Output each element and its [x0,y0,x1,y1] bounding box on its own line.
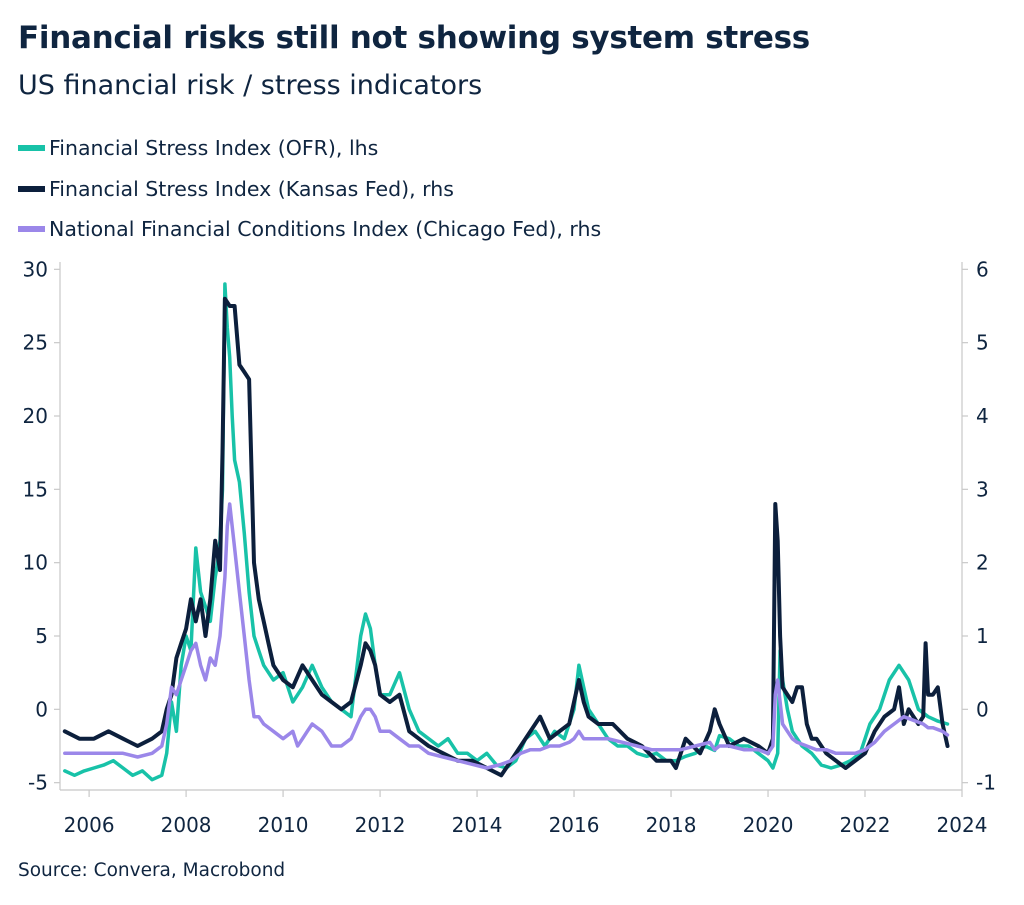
legend: Financial Stress Index (OFR), lhs Financ… [18,128,601,250]
source-note: Source: Convera, Macrobond [18,860,286,881]
chart-subtitle: US financial risk / stress indicators [18,70,483,101]
legend-item-ofr: Financial Stress Index (OFR), lhs [18,128,601,169]
series-line-kansas [62,296,950,778]
y-tick-label-left: 0 [35,697,48,721]
legend-swatch-ofr [18,145,45,152]
legend-item-kansas: Financial Stress Index (Kansas Fed), rhs [18,169,601,210]
x-tick-label: 2022 [840,813,891,837]
y-tick-label-left: 30 [23,257,48,281]
x-tick-label: 2008 [161,813,212,837]
legend-swatch-kansas [18,185,45,192]
y-tick-label-left: 20 [23,404,48,428]
legend-swatch-chicago [18,226,45,233]
y-tick-label-left: 15 [23,477,48,501]
legend-item-chicago: National Financial Conditions Index (Chi… [18,209,601,250]
legend-label-ofr: Financial Stress Index (OFR), lhs [49,136,379,161]
y-tick-label-left: 10 [23,551,48,575]
x-tick-label: 2016 [549,813,600,837]
y-tick-label-right: -1 [976,771,996,795]
legend-label-kansas: Financial Stress Index (Kansas Fed), rhs [49,176,454,201]
chart-title: Financial risks still not showing system… [18,20,810,56]
y-tick-label-right: 4 [976,404,989,428]
axes: -5 0 5 10 15 20 25 30 -1 0 1 2 3 4 5 6 2006 2008 2010 2012 2… [23,257,996,837]
x-tick-label: 2018 [646,813,697,837]
y-tick-label-right: 2 [976,551,989,575]
x-tick-label: 2006 [64,813,115,837]
y-tick-label-right: 5 [976,331,989,355]
legend-label-chicago: National Financial Conditions Index (Chi… [49,217,602,242]
y-tick-label-right: 3 [976,477,989,501]
y-tick-label-left: 25 [23,331,48,355]
y-tick-label-left: -5 [28,771,48,795]
x-tick-label: 2014 [452,813,503,837]
series-line-ofr [63,282,950,782]
plot-lines [62,282,950,782]
x-tick-label: 2010 [258,813,309,837]
y-tick-label-right: 0 [976,697,989,721]
y-tick-label-right: 1 [976,624,989,648]
y-tick-label-left: 5 [35,624,48,648]
x-tick-label: 2012 [355,813,406,837]
series-line-chicago [63,502,950,770]
y-tick-label-right: 6 [976,257,989,281]
x-tick-label: 2020 [743,813,794,837]
x-tick-label: 2024 [937,813,988,837]
